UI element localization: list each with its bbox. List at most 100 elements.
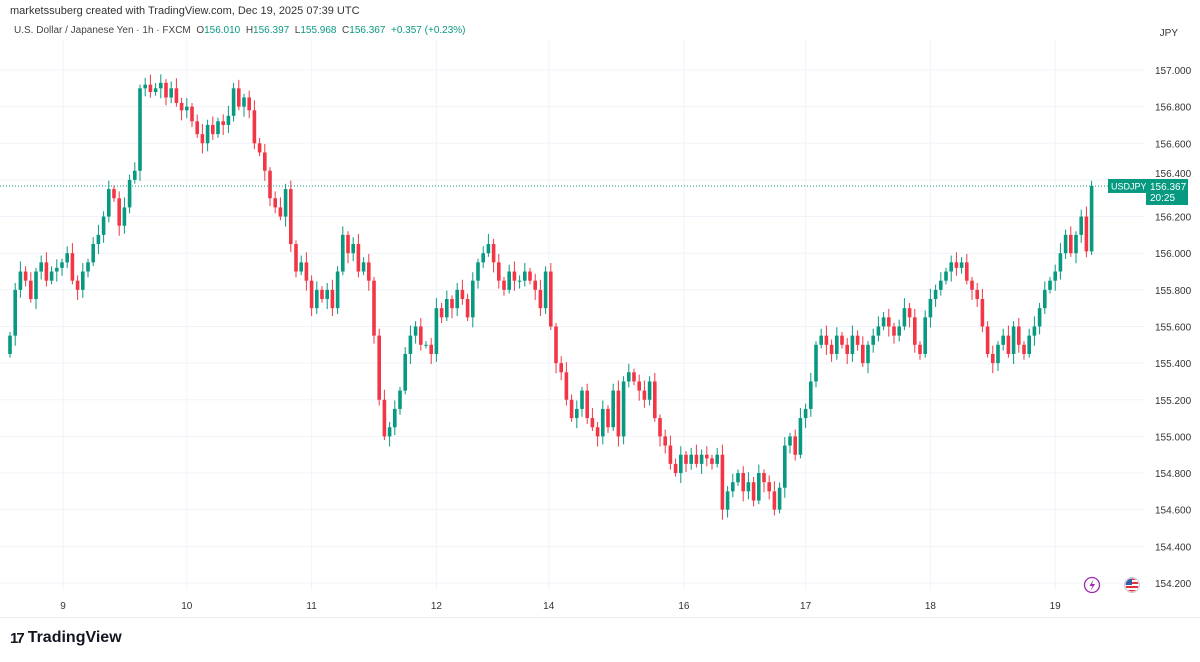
candle xyxy=(627,363,631,388)
candle-body xyxy=(1089,185,1094,252)
candle xyxy=(601,400,605,445)
candle xyxy=(788,432,792,454)
change-value: +0.357 (+0.23%) xyxy=(391,25,466,36)
candle-body xyxy=(44,262,49,281)
candle xyxy=(185,98,189,119)
candle-body xyxy=(757,473,761,501)
candle-body xyxy=(1079,216,1083,235)
candle-body xyxy=(497,262,501,281)
us-flag-icon[interactable] xyxy=(1124,577,1140,593)
candle xyxy=(512,261,517,291)
candle xyxy=(694,444,699,468)
price-tag-price: 156.367 xyxy=(1150,182,1187,193)
candle-body xyxy=(1063,234,1068,254)
candle-body xyxy=(829,344,834,354)
candle xyxy=(49,266,54,285)
candle xyxy=(538,279,543,317)
candle-body xyxy=(1022,344,1026,354)
candle xyxy=(725,486,730,518)
candle-body xyxy=(1011,326,1016,354)
candle xyxy=(211,116,215,140)
candle xyxy=(351,237,355,262)
candle-body xyxy=(959,262,964,268)
candle xyxy=(231,83,236,122)
candle-body xyxy=(840,335,844,345)
candle-body xyxy=(939,280,943,290)
candle-body xyxy=(918,344,922,354)
candle-body xyxy=(75,280,80,290)
candle-body xyxy=(601,408,605,437)
candle-body xyxy=(39,262,43,272)
candle xyxy=(112,185,116,202)
candle-body xyxy=(273,198,277,208)
low-value: 155.968 xyxy=(300,25,337,36)
candle-body xyxy=(923,317,927,354)
candle-body xyxy=(491,244,496,263)
candle-body xyxy=(341,234,345,272)
candle xyxy=(159,74,163,99)
candle xyxy=(408,325,413,365)
y-tick-label: 156.400 xyxy=(1155,169,1192,180)
candle-body xyxy=(408,335,413,354)
candle xyxy=(283,183,288,227)
candle-body xyxy=(746,482,751,492)
candle xyxy=(387,421,392,447)
candle xyxy=(902,298,907,331)
candle xyxy=(809,372,813,417)
candle xyxy=(767,475,771,500)
open-value: 156.010 xyxy=(204,25,241,36)
candle-body xyxy=(60,262,64,268)
candle-body xyxy=(330,289,335,309)
candle xyxy=(1079,209,1083,243)
candle xyxy=(1069,226,1073,257)
candle-body xyxy=(205,124,210,144)
candle xyxy=(658,414,662,447)
candle-body xyxy=(127,179,132,208)
candle-body xyxy=(289,189,293,245)
y-tick-label: 155.400 xyxy=(1155,359,1192,370)
candle xyxy=(101,211,106,243)
candle-body xyxy=(502,280,506,290)
candle-body xyxy=(398,390,402,409)
symbol-description[interactable]: U.S. Dollar / Japanese Yen · 1h · FXCM xyxy=(14,25,191,36)
lightning-icon[interactable] xyxy=(1083,576,1101,594)
candle xyxy=(70,243,75,285)
y-tick-label: 156.200 xyxy=(1155,213,1192,224)
y-tick-label: 155.800 xyxy=(1155,286,1192,297)
candle xyxy=(39,255,43,280)
candle-body xyxy=(861,344,865,364)
y-tick-label: 155.000 xyxy=(1155,432,1192,443)
candle xyxy=(907,302,912,328)
candle xyxy=(1074,231,1078,264)
candle xyxy=(320,286,324,303)
candle xyxy=(257,138,262,157)
candle-body xyxy=(731,482,735,492)
candle-body xyxy=(148,84,153,92)
candle-body xyxy=(705,454,709,459)
candle-body xyxy=(382,399,387,437)
candle xyxy=(1063,229,1068,260)
candle-body xyxy=(231,88,236,116)
tradingview-logo-icon: 17 xyxy=(10,629,25,647)
tradingview-logo[interactable]: 17 TradingView xyxy=(10,629,122,647)
candle-body xyxy=(892,326,896,336)
candle-body xyxy=(783,445,787,488)
candle xyxy=(341,226,345,276)
candle-body xyxy=(1027,335,1031,354)
candle xyxy=(705,446,709,467)
candle xyxy=(44,252,49,287)
candle xyxy=(497,253,501,289)
candle-body xyxy=(715,454,719,464)
candle xyxy=(174,78,179,107)
candle xyxy=(663,429,667,454)
candle xyxy=(247,90,251,119)
candle-body xyxy=(486,244,491,254)
candle xyxy=(559,356,563,381)
candle xyxy=(845,337,849,365)
footer-divider xyxy=(0,617,1200,618)
candle xyxy=(13,282,17,346)
candle xyxy=(595,421,600,447)
candle xyxy=(642,380,647,408)
candle-body xyxy=(49,271,54,281)
